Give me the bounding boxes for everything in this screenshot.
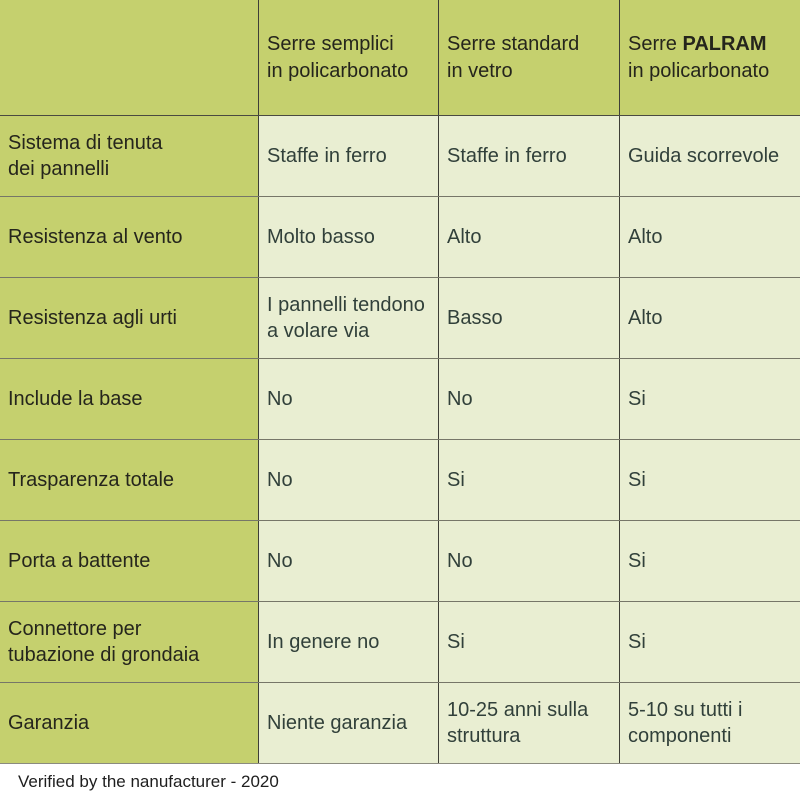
table-cell: I pannelli tendono a volare via (258, 278, 438, 358)
table-cell: Guida scorrevole (619, 116, 800, 196)
header-cell-serre-palram: Serre PALRAM in policarbonato (619, 0, 800, 115)
header-palram-prefix: Serre (628, 33, 683, 56)
table-row: Resistenza agli urti I pannelli tendono … (0, 277, 800, 358)
row-label-porta-a-battente: Porta a battente (0, 521, 258, 601)
header-cell-serre-standard: Serre standard in vetro (438, 0, 619, 115)
table-cell: Alto (438, 197, 619, 277)
row-label-resistenza-al-vento: Resistenza al vento (0, 197, 258, 277)
footer-note: Verified by the nanufacturer - 2020 (18, 772, 279, 791)
comparison-table: Serre semplici in policarbonato Serre st… (0, 0, 800, 764)
footer-area: Verified by the nanufacturer - 2020 (0, 764, 800, 800)
table-cell: In genere no (258, 602, 438, 682)
table-cell: No (438, 521, 619, 601)
table-cell: Molto basso (258, 197, 438, 277)
table-cell: Si (619, 521, 800, 601)
table-cell: No (438, 359, 619, 439)
table-cell: Niente garanzia (258, 683, 438, 763)
table-row: Resistenza al vento Molto basso Alto Alt… (0, 196, 800, 277)
row-label-include-la-base: Include la base (0, 359, 258, 439)
table-cell: Si (619, 602, 800, 682)
table-row: Garanzia Niente garanzia 10-25 anni sull… (0, 682, 800, 763)
table-cell: Alto (619, 278, 800, 358)
table-row: Connettore per tubazione di grondaia In … (0, 601, 800, 682)
header-palram-text: Serre PALRAM in policarbonato (628, 31, 769, 84)
table-cell: Si (619, 359, 800, 439)
row-label-sistema-di-tenuta: Sistema di tenuta dei pannelli (0, 116, 258, 196)
table-cell: Staffe in ferro (438, 116, 619, 196)
palram-brand-text: PALRAM (682, 33, 767, 56)
table-row: Include la base No No Si (0, 358, 800, 439)
table-cell: Staffe in ferro (258, 116, 438, 196)
row-label-trasparenza-totale: Trasparenza totale (0, 440, 258, 520)
table-cell: Alto (619, 197, 800, 277)
table-cell: No (258, 359, 438, 439)
row-label-resistenza-agli-urti: Resistenza agli urti (0, 278, 258, 358)
table-cell: 5-10 su tutti i componenti (619, 683, 800, 763)
table-cell: Si (619, 440, 800, 520)
row-label-garanzia: Garanzia (0, 683, 258, 763)
table-cell: Si (438, 440, 619, 520)
table-cell: Si (438, 602, 619, 682)
row-label-connettore-grondaia: Connettore per tubazione di grondaia (0, 602, 258, 682)
table-header-row: Serre semplici in policarbonato Serre st… (0, 0, 800, 115)
table-row: Trasparenza totale No Si Si (0, 439, 800, 520)
table-row: Porta a battente No No Si (0, 520, 800, 601)
header-corner-cell (0, 0, 258, 115)
table-cell: Basso (438, 278, 619, 358)
table-cell: No (258, 521, 438, 601)
table-cell: No (258, 440, 438, 520)
header-cell-serre-semplici: Serre semplici in policarbonato (258, 0, 438, 115)
table-cell: 10-25 anni sulla struttura (438, 683, 619, 763)
table-row: Sistema di tenuta dei pannelli Staffe in… (0, 115, 800, 196)
header-palram-line2: in policarbonato (628, 59, 770, 82)
